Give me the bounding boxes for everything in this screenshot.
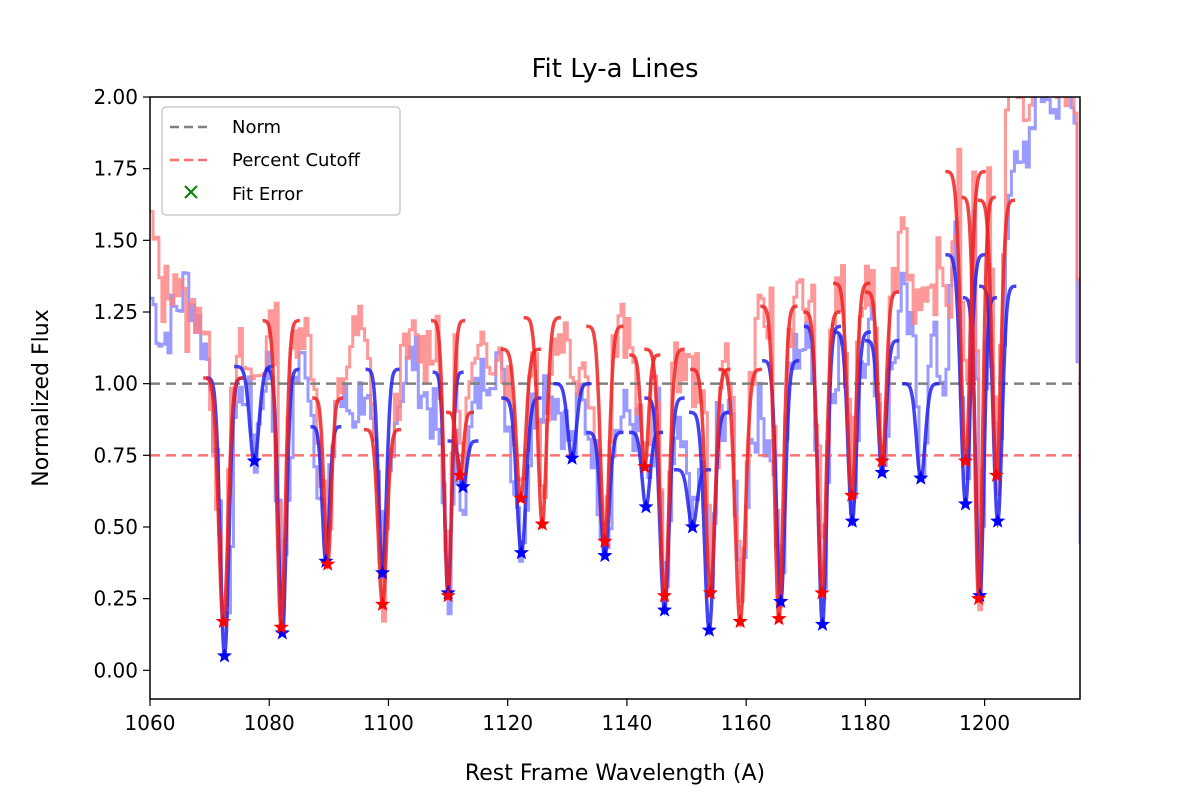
blue-star-marker — [844, 513, 860, 528]
x-axis-label: Rest Frame Wavelength (A) — [465, 761, 765, 786]
red-star-marker — [988, 467, 1005, 482]
blue-star-marker — [564, 450, 580, 465]
red-star-marker — [452, 467, 468, 482]
legend: Norm Percent Cutoff Fit Error — [161, 106, 401, 216]
blue-star-marker — [874, 464, 890, 479]
blue-star-marker — [318, 553, 334, 568]
red-star-marker — [814, 584, 830, 600]
x-axis: 1060 1080 1100 1120 1140 1160 1180 1200 — [125, 699, 1010, 735]
legend-fit-error-icon — [184, 185, 198, 199]
x-tick-label: 1200 — [959, 711, 1010, 735]
red-star-marker — [874, 453, 890, 468]
blue-star-marker — [638, 498, 654, 514]
y-tick-label: 0.50 — [93, 515, 138, 539]
red-spectrum-line — [150, 97, 1080, 634]
blue-star-marker — [684, 519, 701, 534]
blue-star-marker — [513, 544, 529, 560]
red-star-marker — [637, 458, 653, 474]
y-tick-label: 0.00 — [93, 658, 138, 682]
blue-star-marker — [597, 547, 613, 563]
blue-star-marker — [246, 453, 262, 468]
y-tick-label: 0.75 — [93, 443, 138, 467]
red-star-marker — [957, 453, 974, 468]
red-star-marker — [597, 533, 613, 548]
y-tick-label: 1.25 — [93, 300, 138, 324]
x-tick-label: 1100 — [363, 711, 414, 735]
y-tick-label: 1.75 — [93, 157, 138, 181]
blue-star-marker — [455, 478, 471, 494]
red-star-marker — [273, 619, 289, 634]
blue-star-marker — [957, 496, 974, 511]
x-tick-label: 1180 — [840, 711, 891, 735]
x-tick-label: 1140 — [601, 711, 652, 735]
x-tick-label: 1160 — [721, 711, 772, 735]
red-star-marker — [732, 613, 748, 629]
blue-star-marker — [773, 593, 789, 608]
red-star-marker — [534, 516, 550, 531]
blue-star-marker — [990, 513, 1006, 528]
red-star-marker — [771, 610, 787, 626]
red-star-marker — [656, 587, 673, 603]
chart-title: Fit Ly-a Lines — [531, 54, 698, 84]
y-tick-label: 1.50 — [93, 228, 138, 252]
red-star-marker — [513, 490, 529, 505]
blue-star-marker — [701, 622, 717, 637]
red-star-marker — [374, 596, 391, 611]
plot-area — [150, 97, 1080, 663]
blue-star-marker — [913, 470, 929, 485]
legend-fit-error-label: Fit Error — [232, 184, 303, 205]
legend-box — [161, 106, 401, 216]
y-axis: 0.00 0.25 0.50 0.75 1.00 1.25 1.50 1.75 2.00 — [93, 85, 150, 682]
red-star-marker — [215, 613, 231, 629]
blue-star-marker — [814, 616, 831, 631]
x-tick-label: 1080 — [244, 711, 295, 735]
blue-star-marker — [274, 625, 290, 640]
blue-star-marker — [374, 564, 391, 580]
y-tick-label: 2.00 — [93, 85, 138, 109]
red-star-marker — [971, 590, 987, 606]
y-axis-label: Normalized Flux — [29, 309, 54, 486]
red-star-marker — [844, 487, 860, 502]
legend-cutoff-label: Percent Cutoff — [232, 150, 360, 171]
y-tick-label: 0.25 — [93, 587, 138, 611]
red-star-marker — [440, 587, 456, 603]
x-tick-label: 1120 — [482, 711, 533, 735]
axes-frame — [149, 96, 1081, 700]
y-tick-label: 1.00 — [93, 372, 138, 396]
legend-norm-label: Norm — [232, 117, 281, 138]
marker-layer — [215, 450, 1006, 663]
x-tick-label: 1060 — [125, 711, 176, 735]
blue-star-marker — [216, 648, 233, 663]
blue-star-marker — [656, 602, 673, 617]
red-star-marker — [702, 584, 718, 600]
red-star-marker — [320, 556, 336, 571]
